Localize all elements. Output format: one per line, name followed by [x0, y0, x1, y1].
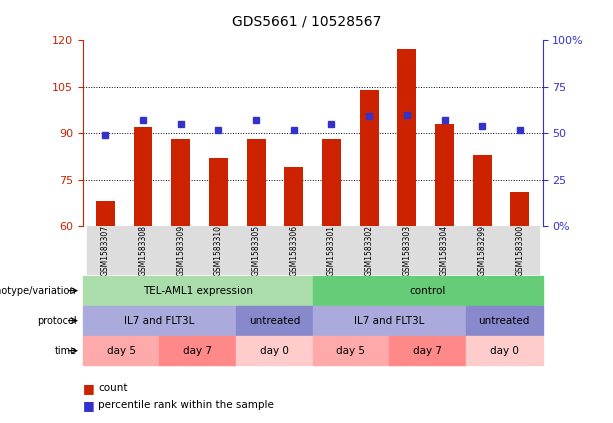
Bar [284, 168, 303, 226]
Bar [236, 336, 313, 365]
Bar [83, 336, 159, 365]
Text: GSM1583301: GSM1583301 [327, 225, 336, 276]
Bar [313, 226, 350, 275]
Bar [86, 226, 124, 275]
Bar [124, 226, 162, 275]
Bar [463, 226, 501, 275]
Text: percentile rank within the sample: percentile rank within the sample [98, 400, 274, 410]
Text: ■: ■ [83, 382, 94, 395]
Text: GSM1583304: GSM1583304 [440, 225, 449, 276]
Bar [313, 306, 466, 335]
Bar [159, 336, 236, 365]
Text: genotype/variation: genotype/variation [0, 286, 77, 296]
Text: GSM1583310: GSM1583310 [214, 225, 223, 276]
Text: count: count [98, 383, 128, 393]
Bar [236, 306, 313, 335]
Text: GDS5661 / 10528567: GDS5661 / 10528567 [232, 15, 381, 29]
Bar [322, 140, 341, 226]
Bar [501, 226, 539, 275]
Bar [134, 127, 153, 226]
Text: GSM1583300: GSM1583300 [516, 225, 524, 276]
Text: GSM1583302: GSM1583302 [365, 225, 374, 276]
Bar [313, 276, 543, 305]
Text: GSM1583306: GSM1583306 [289, 225, 299, 276]
Text: GSM1583309: GSM1583309 [176, 225, 185, 276]
Bar [511, 192, 529, 226]
Text: IL7 and FLT3L: IL7 and FLT3L [124, 316, 194, 326]
Bar [473, 155, 492, 226]
Text: day 7: day 7 [413, 346, 442, 356]
Text: day 0: day 0 [490, 346, 519, 356]
Bar [209, 158, 228, 226]
Bar [388, 226, 425, 275]
Bar [275, 226, 313, 275]
Bar [200, 226, 237, 275]
Text: GSM1583305: GSM1583305 [251, 225, 261, 276]
Text: ■: ■ [83, 399, 94, 412]
Text: TEL-AML1 expression: TEL-AML1 expression [143, 286, 253, 296]
Text: day 0: day 0 [260, 346, 289, 356]
Text: untreated: untreated [249, 316, 300, 326]
Text: day 5: day 5 [337, 346, 365, 356]
Bar [389, 336, 466, 365]
Text: GSM1583303: GSM1583303 [402, 225, 411, 276]
Text: untreated: untreated [479, 316, 530, 326]
Bar [360, 90, 379, 226]
Bar [313, 336, 389, 365]
Text: IL7 and FLT3L: IL7 and FLT3L [354, 316, 424, 326]
Bar [96, 201, 115, 226]
Text: GSM1583308: GSM1583308 [139, 225, 148, 276]
Bar [162, 226, 200, 275]
Bar [466, 336, 543, 365]
Bar [246, 140, 265, 226]
Bar [435, 124, 454, 226]
Text: time: time [55, 346, 77, 356]
Bar [425, 226, 463, 275]
Bar [83, 306, 236, 335]
Bar [83, 276, 313, 305]
Text: GSM1583307: GSM1583307 [101, 225, 110, 276]
Bar [237, 226, 275, 275]
Bar [350, 226, 388, 275]
Text: GSM1583299: GSM1583299 [478, 225, 487, 276]
Bar [397, 49, 416, 226]
Bar [171, 140, 190, 226]
Text: day 5: day 5 [107, 346, 135, 356]
Bar [466, 306, 543, 335]
Text: day 7: day 7 [183, 346, 212, 356]
Text: protocol: protocol [37, 316, 77, 326]
Text: control: control [409, 286, 446, 296]
